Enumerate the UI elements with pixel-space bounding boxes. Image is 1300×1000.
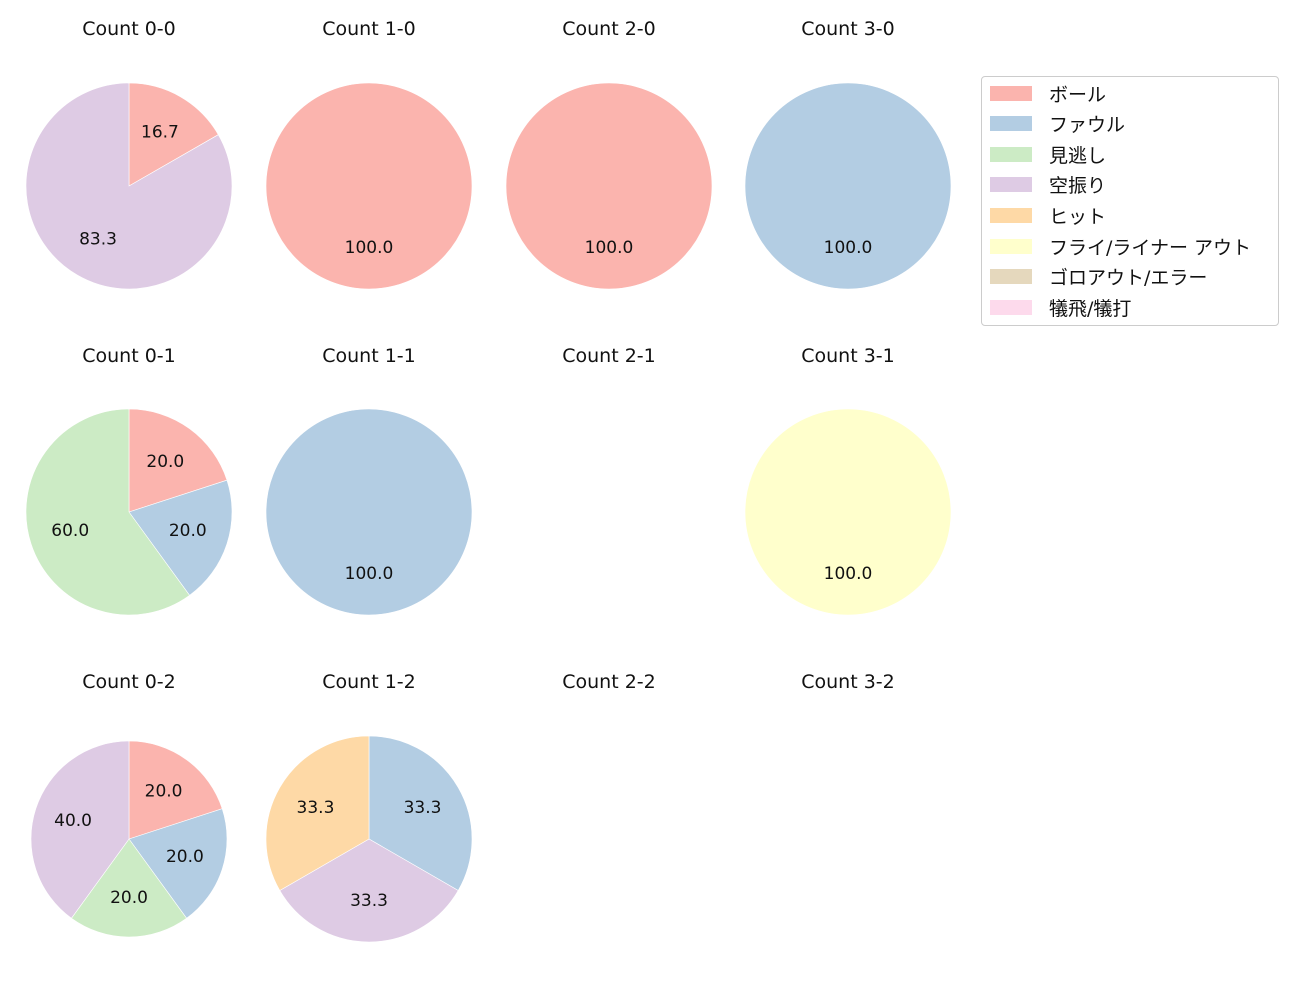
pie-subplot: Count 0-2 20.0 20.0 20.0 40.0 bbox=[30, 671, 228, 938]
legend-label: ファウル bbox=[1049, 114, 1126, 137]
slice-percent-label: 33.3 bbox=[404, 798, 442, 818]
legend-item: ヒット bbox=[990, 200, 1106, 230]
pie-slice bbox=[744, 82, 952, 290]
legend-label: 空振り bbox=[1049, 175, 1107, 198]
pie-slice bbox=[30, 740, 130, 919]
pie-subplot: Count 3-0 100.0 bbox=[744, 18, 952, 290]
legend-item: 見逃し bbox=[990, 139, 1106, 169]
slice-percent-label: 16.7 bbox=[141, 123, 179, 143]
legend-label: ボール bbox=[1049, 83, 1107, 106]
pie-slice bbox=[25, 82, 233, 290]
slice-percent-label: 83.3 bbox=[79, 229, 117, 249]
legend-item: フライ/ライナー アウト bbox=[990, 231, 1251, 261]
slice-percent-label: 100.0 bbox=[585, 238, 634, 258]
legend-label: 見逃し bbox=[1049, 144, 1107, 167]
subplot-title: Count 0-2 bbox=[82, 671, 176, 693]
legend-swatch bbox=[990, 85, 1032, 101]
legend-swatch bbox=[990, 269, 1032, 285]
subplot-title: Count 3-0 bbox=[801, 18, 895, 40]
subplot-title: Count 1-0 bbox=[322, 18, 416, 40]
slice-percent-label: 33.3 bbox=[350, 891, 388, 911]
pie-slice bbox=[265, 408, 473, 616]
legend-item: ファウル bbox=[990, 109, 1125, 139]
legend-swatch bbox=[990, 207, 1032, 223]
pie-slice bbox=[744, 408, 952, 616]
slice-percent-label: 100.0 bbox=[824, 564, 873, 584]
subplot-title: Count 2-0 bbox=[562, 18, 656, 40]
legend: ボールファウル見逃し空振りヒットフライ/ライナー アウト ゴロアウト/エラー 犠飛/… bbox=[981, 76, 1279, 326]
subplot-title: Count 1-2 bbox=[322, 671, 416, 693]
subplot-title: Count 3-2 bbox=[801, 671, 895, 693]
legend-item: 空振り bbox=[990, 170, 1106, 200]
slice-percent-label: 100.0 bbox=[345, 238, 394, 258]
slice-percent-label: 33.3 bbox=[297, 798, 335, 818]
pie-slice bbox=[70, 838, 188, 938]
legend-item: 犠飛/犠打 bbox=[990, 292, 1131, 322]
slice-percent-label: 40.0 bbox=[54, 811, 92, 831]
pie-subplot: Count 0-1 20.0 20.0 60.0 bbox=[25, 345, 233, 616]
pie-subplot: Count 3-2 bbox=[801, 671, 895, 693]
slice-percent-label: 20.0 bbox=[110, 888, 148, 908]
pie-subplot: Count 1-2 33.3 33.3 33.3 bbox=[265, 671, 473, 943]
legend-swatch bbox=[990, 238, 1032, 254]
pie-slice bbox=[128, 740, 223, 840]
slice-percent-label: 20.0 bbox=[169, 521, 207, 541]
pie-subplot: Count 2-2 bbox=[562, 671, 656, 693]
pie-subplot: Count 2-0 100.0 bbox=[505, 18, 713, 290]
legend-label: 犠飛/犠打 bbox=[1049, 297, 1132, 320]
pie-subplot: Count 2-1 bbox=[562, 345, 656, 367]
legend-swatch bbox=[990, 146, 1032, 162]
slice-percent-label: 20.0 bbox=[146, 452, 184, 472]
pie-subplot: Count 1-1 100.0 bbox=[265, 345, 473, 616]
slice-percent-label: 60.0 bbox=[51, 521, 89, 541]
pie-slice bbox=[265, 82, 473, 290]
pie-slice bbox=[128, 808, 228, 919]
legend-label: フライ/ライナー アウト bbox=[1049, 236, 1252, 259]
legend-swatch bbox=[990, 177, 1032, 193]
subplot-title: Count 2-1 bbox=[562, 345, 656, 367]
pie-slice bbox=[128, 479, 233, 596]
legend-label: ヒット bbox=[1049, 205, 1107, 228]
subplot-title: Count 2-2 bbox=[562, 671, 656, 693]
pie-subplot: Count 1-0 100.0 bbox=[265, 18, 473, 290]
legend-swatch bbox=[990, 299, 1032, 315]
pie-slice bbox=[505, 82, 713, 290]
subplot-title: Count 0-1 bbox=[82, 345, 176, 367]
subplot-title: Count 0-0 bbox=[82, 18, 176, 40]
pie-slice bbox=[25, 408, 190, 616]
subplot-title: Count 3-1 bbox=[801, 345, 895, 367]
legend-item: ゴロアウト/エラー bbox=[990, 262, 1207, 292]
pie-slice bbox=[265, 735, 370, 891]
legend-swatch bbox=[990, 116, 1032, 132]
pie-slice bbox=[128, 408, 228, 513]
pie-slice bbox=[128, 82, 219, 187]
slice-percent-label: 100.0 bbox=[824, 238, 873, 258]
slice-percent-label: 20.0 bbox=[145, 781, 183, 801]
pie-slice bbox=[368, 735, 473, 891]
slice-percent-label: 100.0 bbox=[345, 564, 394, 584]
subplot-title: Count 1-1 bbox=[322, 345, 416, 367]
pie-subplot: Count 0-0 16.7 83.3 bbox=[25, 18, 233, 290]
legend-label: ゴロアウト/エラー bbox=[1049, 267, 1208, 290]
slice-percent-label: 20.0 bbox=[166, 847, 204, 867]
legend-item: ボール bbox=[990, 78, 1106, 108]
pie-subplot: Count 3-1 100.0 bbox=[744, 345, 952, 616]
